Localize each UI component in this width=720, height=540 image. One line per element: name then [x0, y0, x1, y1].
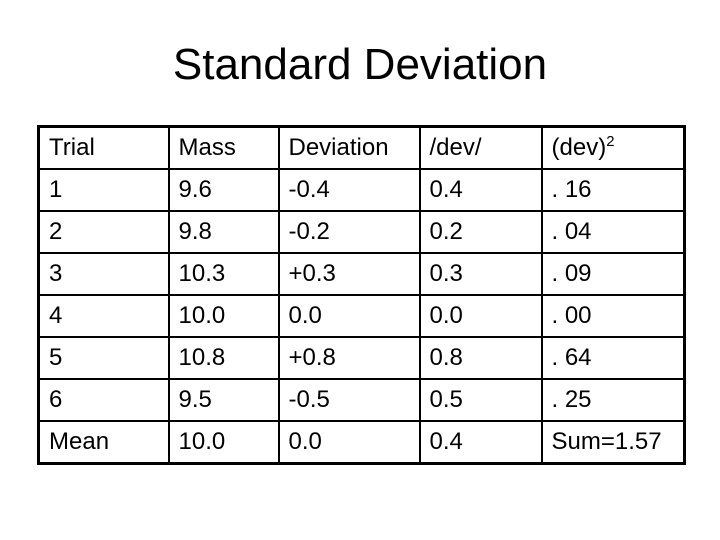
- table-row: 5 10.8 +0.8 0.8 . 64: [37, 336, 686, 380]
- column-header-mass: Mass: [167, 125, 280, 170]
- cell-deviation: -0.5: [277, 378, 421, 422]
- header-row: Trial Mass Deviation /dev/ (dev)2: [37, 125, 686, 170]
- cell-abs-dev: 0.2: [418, 210, 543, 254]
- table-row-mean: Mean 10.0 0.0 0.4 Sum=1.57: [37, 420, 686, 465]
- cell-trial: 1: [37, 168, 170, 212]
- table-body: 1 9.6 -0.4 0.4 . 16 2 9.8 -0.2 0.2 . 04 …: [37, 168, 686, 465]
- cell-trial: 2: [37, 210, 170, 254]
- cell-mass: 9.8: [167, 210, 280, 254]
- table-header: Trial Mass Deviation /dev/ (dev)2: [37, 125, 686, 170]
- cell-trial: 6: [37, 378, 170, 422]
- column-header-dev-squared: (dev)2: [540, 125, 686, 170]
- column-header-deviation: Deviation: [277, 125, 421, 170]
- table-row: 3 10.3 +0.3 0.3 . 09: [37, 252, 686, 296]
- table-row: 1 9.6 -0.4 0.4 . 16: [37, 168, 686, 212]
- cell-dev-squared: . 04: [540, 210, 686, 254]
- cell-deviation: 0.0: [277, 294, 421, 338]
- cell-dev-squared: . 16: [540, 168, 686, 212]
- dev-squared-base: (dev): [551, 134, 607, 161]
- cell-mass: 9.6: [167, 168, 280, 212]
- table-row: 4 10.0 0.0 0.0 . 00: [37, 294, 686, 338]
- cell-deviation: -0.2: [277, 210, 421, 254]
- cell-abs-dev: 0.8: [418, 336, 543, 380]
- cell-dev-squared: . 64: [540, 336, 686, 380]
- cell-mass: 10.0: [167, 420, 280, 465]
- cell-deviation: -0.4: [277, 168, 421, 212]
- page-title: Standard Deviation: [172, 40, 548, 89]
- cell-abs-dev: 0.4: [418, 420, 543, 465]
- cell-trial: Mean: [37, 420, 170, 465]
- cell-dev-squared: . 25: [540, 378, 686, 422]
- table-row: 2 9.8 -0.2 0.2 . 04: [37, 210, 686, 254]
- cell-abs-dev: 0.5: [418, 378, 543, 422]
- cell-dev-squared: . 00: [540, 294, 686, 338]
- cell-deviation: 0.0: [277, 420, 421, 465]
- column-header-trial: Trial: [37, 125, 170, 170]
- cell-mass: 9.5: [167, 378, 280, 422]
- cell-mass: 10.0: [167, 294, 280, 338]
- cell-mass: 10.8: [167, 336, 280, 380]
- cell-trial: 4: [37, 294, 170, 338]
- standard-deviation-table: Trial Mass Deviation /dev/ (dev)2 1 9.6 …: [37, 125, 686, 465]
- cell-dev-squared-sum: Sum=1.57: [540, 420, 686, 465]
- cell-trial: 5: [37, 336, 170, 380]
- cell-abs-dev: 0.3: [418, 252, 543, 296]
- dev-squared-exponent: 2: [606, 134, 615, 150]
- cell-abs-dev: 0.4: [418, 168, 543, 212]
- cell-deviation: +0.3: [277, 252, 421, 296]
- cell-trial: 3: [37, 252, 170, 296]
- cell-deviation: +0.8: [277, 336, 421, 380]
- cell-mass: 10.3: [167, 252, 280, 296]
- table-row: 6 9.5 -0.5 0.5 . 25: [37, 378, 686, 422]
- cell-abs-dev: 0.0: [418, 294, 543, 338]
- cell-dev-squared: . 09: [540, 252, 686, 296]
- column-header-abs-dev: /dev/: [418, 125, 543, 170]
